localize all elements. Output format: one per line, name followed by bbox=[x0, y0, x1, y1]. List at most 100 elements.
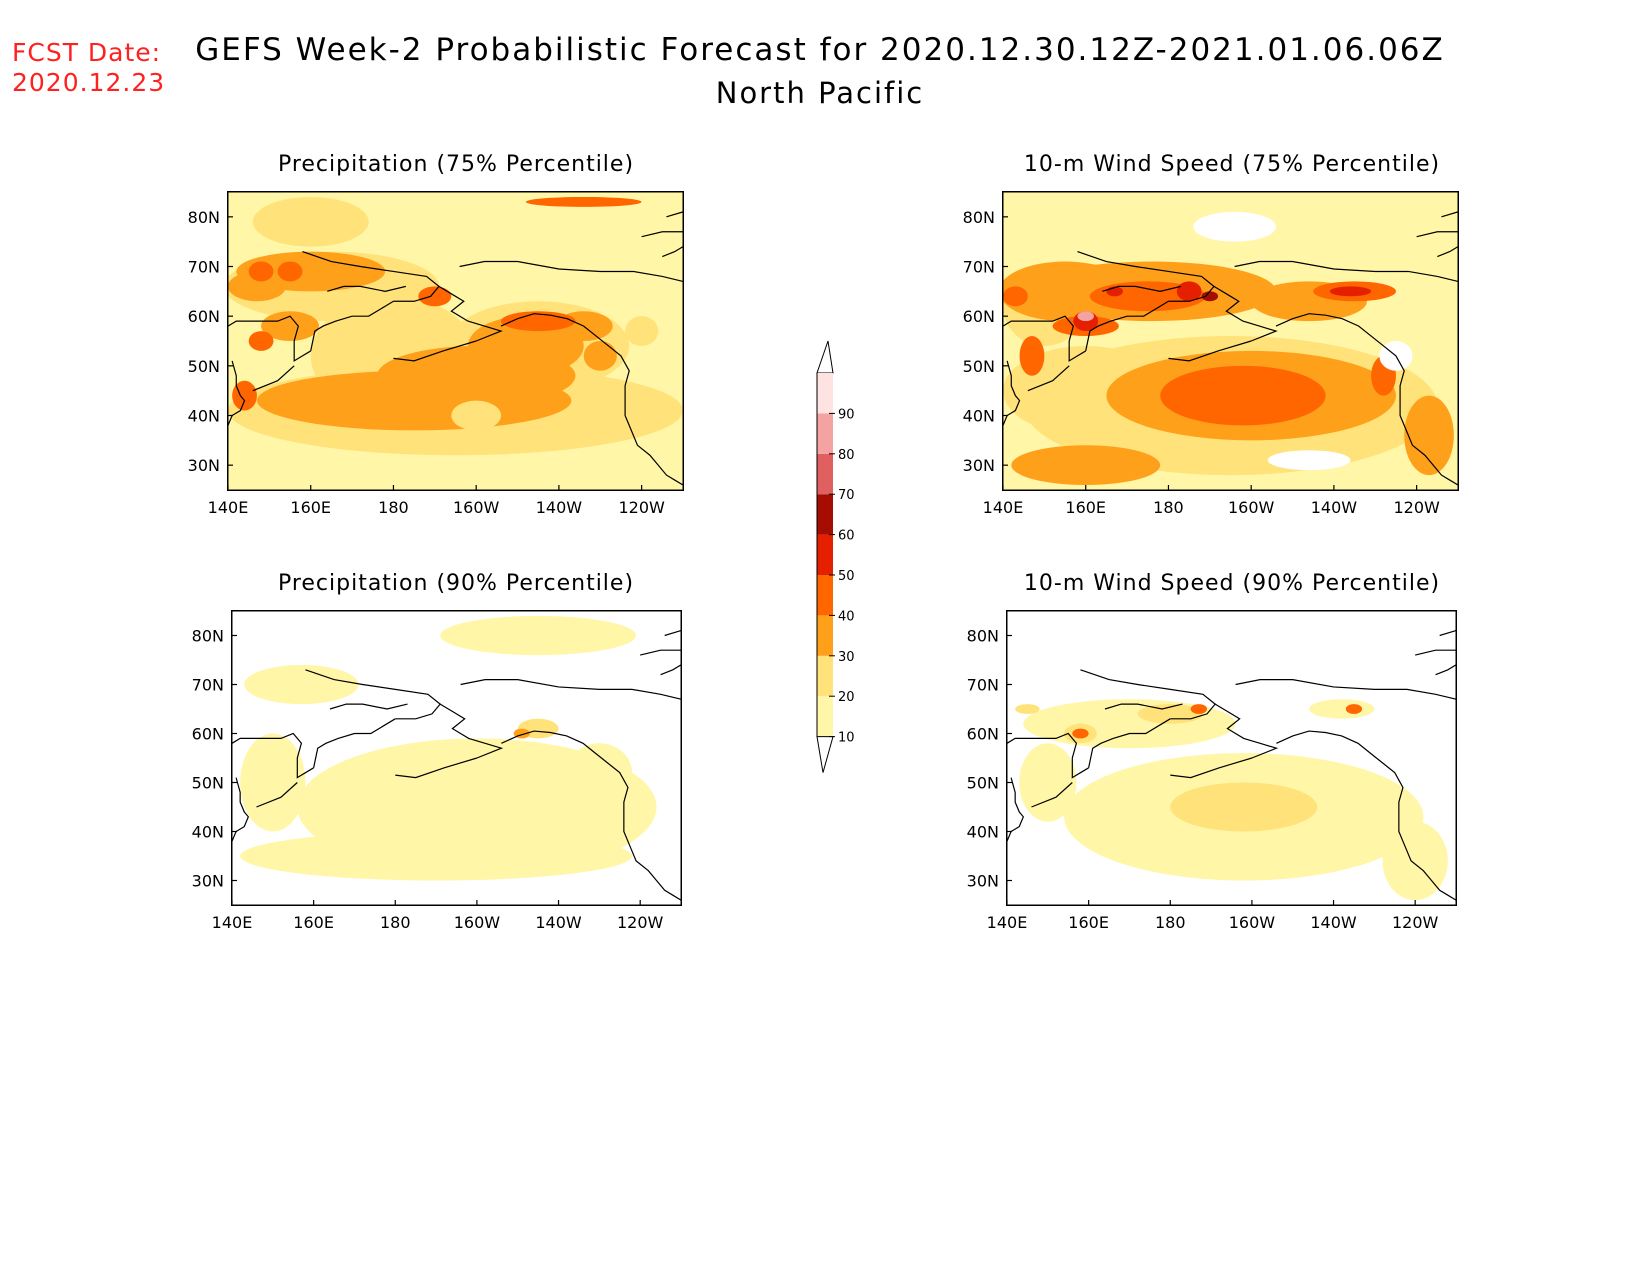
contour-blob-23 bbox=[451, 400, 501, 431]
coastline-3 bbox=[327, 285, 407, 292]
coastline-7 bbox=[1275, 313, 1459, 486]
y-tick-label: 40N bbox=[192, 823, 224, 842]
coastline-8 bbox=[1435, 664, 1457, 676]
coastline-0 bbox=[305, 669, 442, 720]
y-tick-label: 50N bbox=[967, 774, 999, 793]
colorbar-top-arrow bbox=[816, 340, 834, 374]
x-tick-label: 180 bbox=[1153, 498, 1184, 517]
colorbar-swatch-50 bbox=[817, 534, 833, 575]
coastline-3 bbox=[1102, 285, 1182, 292]
coastline-3 bbox=[329, 703, 408, 710]
fcst-date-value: 2020.12.23 bbox=[12, 68, 166, 97]
contour-blob-3 bbox=[252, 196, 369, 247]
x-tick-label: 120W bbox=[617, 913, 664, 932]
coastline-8 bbox=[660, 664, 682, 676]
colorbar-swatch-30 bbox=[817, 615, 833, 656]
colorbar-swatch-40 bbox=[817, 575, 833, 616]
fcst-date-label: FCST Date: bbox=[12, 38, 162, 67]
colorbar-label: 90 bbox=[838, 407, 855, 422]
contour-blob-4 bbox=[1309, 699, 1375, 719]
colorbar-label: 30 bbox=[838, 650, 855, 665]
y-tick-label: 80N bbox=[967, 627, 999, 646]
coastline-4 bbox=[1213, 285, 1278, 342]
y-tick-label: 40N bbox=[963, 407, 995, 426]
contour-blob-17 bbox=[248, 261, 274, 282]
y-tick-label: 70N bbox=[963, 258, 995, 277]
colorbar-swatch-80 bbox=[817, 413, 833, 454]
coastline-8 bbox=[1437, 246, 1459, 258]
coastline-2 bbox=[1006, 732, 1089, 779]
coastline-6 bbox=[459, 260, 684, 282]
coastline-1 bbox=[1088, 718, 1171, 768]
y-tick-label: 80N bbox=[188, 208, 220, 227]
x-tick-label: 180 bbox=[380, 913, 411, 932]
x-tick-label: 140W bbox=[535, 913, 582, 932]
colorbar-bottom-arrow bbox=[816, 736, 834, 773]
y-tick-label: 70N bbox=[192, 676, 224, 695]
x-tick-label: 160W bbox=[454, 913, 501, 932]
y-tick-label: 40N bbox=[967, 823, 999, 842]
y-tick-label: 70N bbox=[967, 676, 999, 695]
colorbar: 10 20 30 40 50 60 70 80 90 bbox=[816, 340, 855, 773]
coastline-8 bbox=[662, 246, 684, 258]
x-tick-label: 160E bbox=[1065, 498, 1106, 517]
coastline-0 bbox=[1080, 669, 1217, 720]
y-tick-label: 30N bbox=[192, 872, 224, 891]
contour-blob-15 bbox=[583, 341, 617, 371]
contour-blob-5 bbox=[1015, 704, 1040, 714]
map-frame bbox=[1006, 610, 1457, 906]
contour-blob-22 bbox=[525, 196, 642, 207]
coastline-9 bbox=[641, 231, 683, 238]
contour-blob-19 bbox=[1176, 281, 1202, 302]
colorbar-swatch-70 bbox=[817, 453, 833, 495]
coastline-9 bbox=[640, 649, 681, 656]
x-tick-label: 160W bbox=[1229, 913, 1276, 932]
coastline-7 bbox=[501, 730, 682, 901]
colorbar-swatch-20 bbox=[817, 655, 833, 697]
low-prob-patch-1 bbox=[1267, 450, 1351, 471]
contour-blob-21 bbox=[232, 380, 257, 411]
coastline-0 bbox=[1077, 251, 1215, 302]
coastline-10 bbox=[664, 630, 682, 637]
y-tick-label: 80N bbox=[192, 627, 224, 646]
coastline-10 bbox=[1439, 630, 1457, 637]
coastline-2 bbox=[231, 732, 314, 779]
contour-blob-12 bbox=[1160, 365, 1326, 426]
contour-blob-9 bbox=[1011, 445, 1161, 486]
coastline-5 bbox=[395, 757, 478, 779]
x-tick-label: 160E bbox=[1068, 913, 1109, 932]
x-tick-label: 120W bbox=[1393, 498, 1440, 517]
coastline-4 bbox=[439, 703, 504, 759]
contour-blob-3 bbox=[1019, 743, 1077, 822]
x-tick-label: 180 bbox=[1155, 913, 1186, 932]
coastline-11 bbox=[1002, 360, 1021, 426]
y-tick-label: 30N bbox=[967, 872, 999, 891]
contour-blob-3 bbox=[244, 664, 359, 705]
map-frame bbox=[1002, 191, 1459, 491]
coastline-5 bbox=[1168, 340, 1252, 362]
y-tick-label: 40N bbox=[188, 407, 220, 426]
y-tick-label: 30N bbox=[963, 456, 995, 475]
coastline-12 bbox=[1031, 782, 1073, 808]
coastline-0 bbox=[302, 251, 440, 302]
coastline-11 bbox=[231, 777, 250, 842]
coastline-12 bbox=[256, 782, 298, 808]
x-tick-label: 180 bbox=[378, 498, 409, 517]
panel-title-precip90: Precipitation (90% Percentile) bbox=[277, 571, 635, 596]
coastline-12 bbox=[1027, 365, 1070, 392]
x-tick-label: 140W bbox=[536, 498, 583, 517]
contour-blob-6 bbox=[1170, 782, 1318, 832]
map-wind90: 140E 160E 180 160W 140W 120W 80N 70N 60N 50N 40N 30… bbox=[967, 610, 1457, 932]
coastline-2 bbox=[1002, 315, 1087, 362]
contour-blob-12 bbox=[236, 251, 386, 292]
main-title: GEFS Week-2 Probabilistic Forecast for 2… bbox=[195, 32, 1445, 68]
panel-title-wind75: 10-m Wind Speed (75% Percentile) bbox=[1023, 152, 1441, 177]
colorbar-label: 60 bbox=[838, 529, 855, 544]
x-tick-label: 140W bbox=[1311, 498, 1358, 517]
panel-title-precip75: Precipitation (75% Percentile) bbox=[277, 152, 635, 177]
contour-blob-13 bbox=[261, 311, 319, 341]
x-tick-label: 160W bbox=[453, 498, 500, 517]
colorbar-label: 40 bbox=[838, 609, 855, 624]
y-tick-label: 60N bbox=[963, 307, 995, 326]
map-frame bbox=[231, 610, 682, 906]
